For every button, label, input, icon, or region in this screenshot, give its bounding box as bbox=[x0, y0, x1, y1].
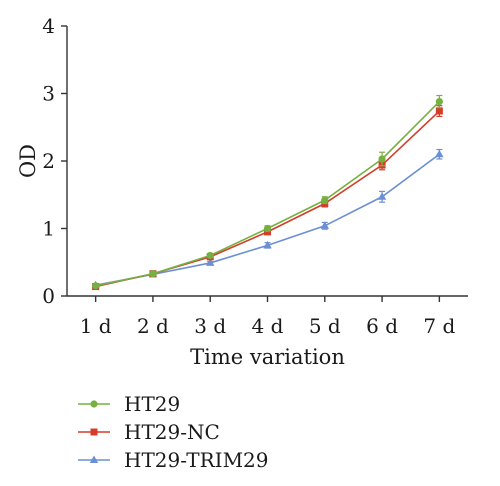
y-tick-label: 3 bbox=[42, 82, 55, 106]
y-axis-label: OD bbox=[16, 144, 40, 178]
legend-item: HT29 bbox=[78, 392, 180, 416]
y-tick-label: 4 bbox=[42, 14, 55, 38]
y-tick-label: 1 bbox=[42, 217, 55, 241]
data-point bbox=[206, 258, 215, 266]
x-tick-label: 4 d bbox=[252, 314, 284, 338]
legend-item: HT29-TRIM29 bbox=[78, 448, 269, 472]
y-tick-label: 2 bbox=[42, 149, 55, 173]
data-point bbox=[435, 107, 443, 115]
data-point bbox=[92, 282, 100, 290]
data-point bbox=[320, 221, 329, 229]
data-point bbox=[321, 196, 329, 204]
series-line bbox=[95, 153, 440, 286]
x-tick-label: 1 d bbox=[80, 314, 112, 338]
x-tick-label: 6 d bbox=[366, 314, 398, 338]
data-point bbox=[206, 251, 214, 260]
y-tick-label: 0 bbox=[42, 284, 55, 308]
data-point bbox=[435, 149, 444, 158]
data-point bbox=[263, 240, 272, 249]
data-point bbox=[377, 192, 387, 200]
series-ht29 bbox=[92, 94, 443, 290]
data-point bbox=[378, 155, 386, 163]
data-point bbox=[149, 270, 157, 278]
legend-marker bbox=[89, 455, 99, 463]
legend-item: HT29-NC bbox=[78, 420, 220, 444]
legend-marker bbox=[90, 400, 98, 408]
series-layer bbox=[91, 94, 444, 291]
series-ht29-trim29 bbox=[91, 148, 444, 289]
x-axis-label: Time variation bbox=[190, 345, 345, 369]
x-tick-label: 5 d bbox=[309, 314, 341, 338]
legend-label: HT29 bbox=[124, 392, 180, 416]
series-ht29-nc bbox=[92, 105, 443, 291]
legend-marker bbox=[90, 428, 98, 436]
x-tick-label: 7 d bbox=[423, 314, 455, 338]
legend: HT29 HT29-NC HT29-TRIM29 bbox=[78, 392, 269, 472]
x-tick-label: 2 d bbox=[137, 314, 169, 338]
series-line bbox=[95, 101, 440, 287]
axes: 0 1 2 3 4 1 d 2 d 3 d 4 d 5 d 6 d 7 d bbox=[42, 14, 468, 338]
x-tick-label: 3 d bbox=[194, 314, 226, 338]
series-line bbox=[95, 110, 440, 288]
data-point bbox=[263, 224, 272, 233]
legend-label: HT29-NC bbox=[124, 420, 220, 444]
data-point bbox=[435, 98, 443, 106]
legend-label: HT29-TRIM29 bbox=[124, 448, 269, 472]
